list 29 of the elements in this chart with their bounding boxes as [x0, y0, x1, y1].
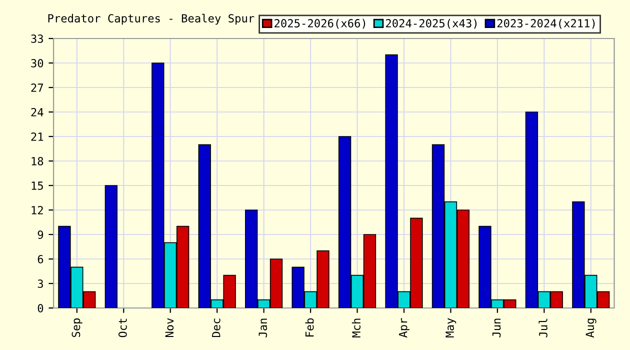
chart-title: Predator Captures - Bealey Spur — [48, 14, 254, 25]
x-tick-label: Nov — [165, 318, 174, 338]
x-tick-label: Apr — [398, 318, 410, 338]
legend-label: 2023-2024(x211) — [497, 18, 595, 29]
x-tick-label: May — [446, 318, 456, 338]
y-tick-label: 9 — [38, 230, 44, 239]
y-tick-label: 24 — [31, 108, 44, 116]
y-tick-label: 6 — [38, 255, 44, 264]
x-tick-label: Sep — [72, 318, 82, 338]
x-tick-label: Mch — [352, 318, 361, 338]
y-tick-label: 3 — [38, 280, 43, 288]
x-tick-label: Dec — [212, 318, 220, 338]
x-tick-label: Aug — [586, 318, 596, 338]
y-tick-label: 30 — [31, 59, 44, 68]
x-tick-label: Jan — [258, 318, 268, 338]
x-tick-label: Feb — [305, 318, 314, 337]
y-tick-label: 21 — [31, 132, 44, 141]
x-tick-label: Jul — [538, 318, 548, 338]
legend-label: 2025-2026(x66) — [274, 18, 366, 29]
y-tick-label: 18 — [32, 157, 44, 166]
y-tick-label: 27 — [31, 84, 43, 92]
y-tick-label: 12 — [32, 206, 43, 214]
legend-label: 2024-2025(x43) — [386, 18, 477, 29]
x-tick-label: Jun — [492, 318, 501, 338]
x-tick-label: Oct — [118, 318, 127, 338]
y-tick-label: 0 — [38, 304, 44, 312]
y-tick-label: 33 — [31, 34, 43, 43]
y-tick-label: 15 — [32, 182, 43, 190]
bar — [104, 185, 118, 308]
